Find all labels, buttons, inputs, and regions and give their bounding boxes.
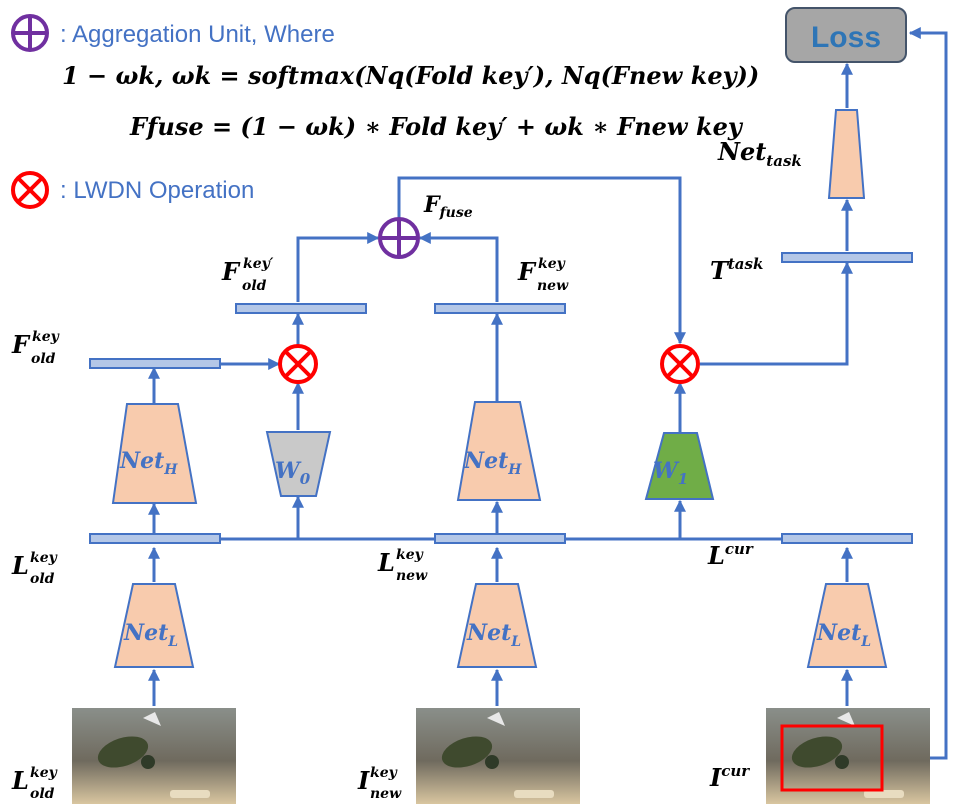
svg-text:Lcur: Lcur <box>707 540 754 570</box>
net-l-old: NetL <box>113 583 195 668</box>
image-new-key <box>416 708 580 804</box>
label-i-old-key: L key old <box>11 765 58 802</box>
formula-line-2: Ffuse = (1 − ωk) ∗ Fold key′ + ωk ∗ Fnew… <box>129 112 744 141</box>
net-l-new: NetL <box>456 583 538 668</box>
lwdn-label: : LWDN Operation <box>60 177 254 204</box>
label-l-cur: Lcur <box>707 540 754 570</box>
label-i-new-key: I key new <box>357 765 402 802</box>
svg-text:key: key <box>30 550 58 566</box>
image-cur <box>766 708 930 804</box>
w0-module: W0 <box>265 431 332 497</box>
l-old-key-bar <box>89 533 221 544</box>
svg-text:F: F <box>221 257 241 286</box>
svg-text:I: I <box>357 766 370 795</box>
l-new-key-bar <box>434 533 566 544</box>
aggregation-label: : Aggregation Unit, Where <box>60 21 335 48</box>
svg-text:L: L <box>11 551 29 580</box>
f-old-key-prime-bar <box>235 303 367 314</box>
svg-text:Ffuse: Ffuse <box>423 192 473 221</box>
svg-text:L: L <box>377 548 395 577</box>
svg-text:old: old <box>31 351 56 367</box>
w1-module: W1 <box>644 432 715 500</box>
label-l-new-key: L key new <box>377 547 428 584</box>
f-old-key-bar <box>89 358 221 369</box>
t-task-bar <box>781 252 913 263</box>
svg-text:NetH: NetH <box>119 448 178 478</box>
legend-lwdn: : LWDN Operation <box>11 171 254 209</box>
aggregation-unit <box>378 217 420 259</box>
f-new-key-bar <box>434 303 566 314</box>
loss-box: Loss <box>785 7 907 63</box>
svg-text:key: key <box>32 329 60 345</box>
net-h-old: NetH <box>111 403 198 504</box>
crop-box <box>780 724 884 792</box>
svg-text:old: old <box>30 571 55 587</box>
svg-text:new: new <box>537 278 569 294</box>
image-old-key <box>72 708 236 804</box>
label-t-task: Ttask <box>710 255 763 285</box>
svg-text:NetL: NetL <box>816 620 871 650</box>
label-f-old-key-prime: F key′ old <box>221 256 274 294</box>
svg-text:NetL: NetL <box>466 620 521 650</box>
svg-text:W0: W0 <box>275 458 311 488</box>
svg-text:F: F <box>11 330 31 359</box>
svg-text:old: old <box>242 278 267 294</box>
svg-text:new: new <box>370 786 402 802</box>
label-f-fuse: Ffuse <box>423 192 473 221</box>
lwdn-operation-cur <box>660 344 700 384</box>
loss-label: Loss <box>811 21 881 54</box>
svg-text:Nettask: Nettask <box>717 137 802 170</box>
label-f-new-key: F key new <box>517 256 569 294</box>
net-h-new: NetH <box>456 401 542 501</box>
label-f-old-key: F key old <box>11 329 60 367</box>
lwdn-operation-icon <box>11 171 49 209</box>
svg-text:F: F <box>517 257 537 286</box>
net-l-cur: NetL <box>806 583 888 668</box>
l-cur-bar <box>781 533 913 544</box>
svg-text:new: new <box>396 568 428 584</box>
svg-text:old: old <box>30 786 55 802</box>
svg-text:key: key <box>396 547 424 563</box>
svg-text:NetL: NetL <box>123 620 178 650</box>
lwdn-operation-old <box>278 344 318 384</box>
svg-text:key: key <box>370 765 398 781</box>
svg-text:NetH: NetH <box>463 448 522 478</box>
aggregation-unit-icon <box>11 14 49 52</box>
net-task <box>827 109 866 199</box>
label-net-task: Nettask <box>717 137 802 170</box>
legend-aggregation: : Aggregation Unit, Where <box>11 14 335 52</box>
svg-text:Ttask: Ttask <box>710 255 763 285</box>
label-l-old-key: L key old <box>11 550 58 587</box>
label-i-cur: Icur <box>709 762 750 792</box>
svg-text:Icur: Icur <box>709 762 750 792</box>
formula-line-1: 1 − ωk, ωk = softmax(Nq(Fold key′), Nq(F… <box>62 61 759 90</box>
svg-text:key′: key′ <box>243 256 274 272</box>
svg-text:W1: W1 <box>653 458 688 488</box>
svg-text:L: L <box>11 766 29 795</box>
svg-text:key: key <box>30 765 58 781</box>
svg-text:key: key <box>538 256 566 272</box>
feature-bars <box>89 252 913 544</box>
